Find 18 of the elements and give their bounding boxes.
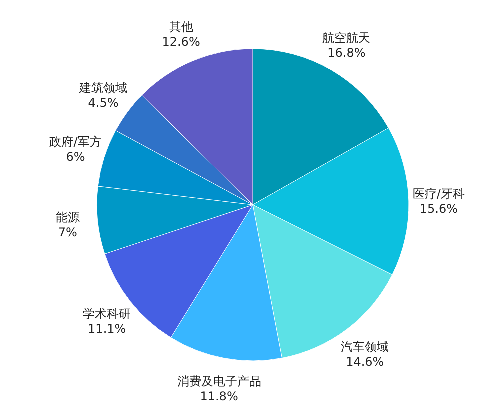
slice-label: 汽车领域 [341,340,390,354]
data-label: 16.8% [328,46,366,60]
data-label: 15.6% [420,202,458,216]
data-label: 11.1% [88,322,126,336]
slice-label: 其他 [169,20,194,34]
data-label: 6% [66,150,86,164]
slice-label: 能源 [56,210,80,224]
data-label: 12.6% [162,34,200,49]
slice-label: 政府/军方 [50,135,102,150]
slice-label: 学术科研 [83,306,132,321]
data-label: 11.8% [200,390,238,404]
data-label: 7% [58,225,78,240]
slice-label: 消费及电子产品 [177,374,262,389]
slice-label: 航空航天 [322,30,371,45]
data-label: 14.6% [346,354,384,369]
slice-label: 医疗/牙科 [412,186,465,201]
data-label: 4.5% [88,96,119,110]
slice-label: 建筑领域 [78,80,128,95]
